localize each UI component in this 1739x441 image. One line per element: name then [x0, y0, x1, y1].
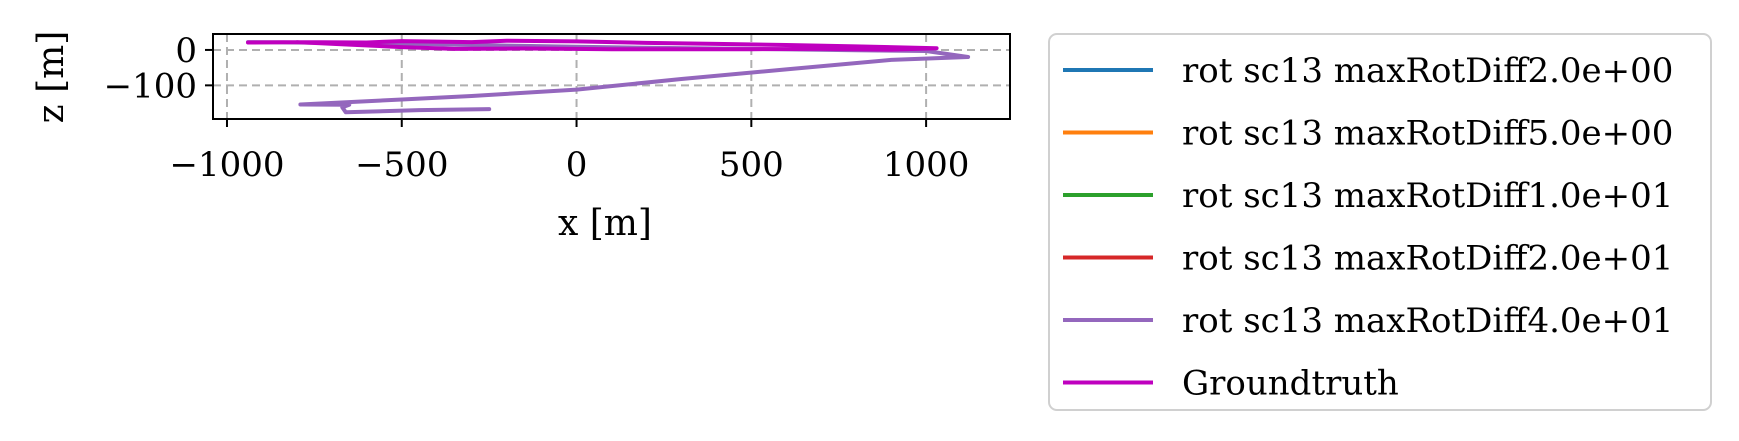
- legend-item: rot sc13 maxRotDiff1.0e+01: [1063, 176, 1673, 216]
- series-line-rot-sc13-maxrotdiff4-0e-01: [246, 40, 971, 115]
- legend: rot sc13 maxRotDiff2.0e+00 rot sc13 maxRo…: [1048, 33, 1712, 411]
- y-axis-label: z [m]: [31, 31, 72, 124]
- x-tick-label: −1000: [169, 145, 284, 185]
- y-tick-label: −100: [104, 66, 197, 106]
- legend-box: [1048, 33, 1712, 411]
- axes-frame: [212, 33, 1011, 120]
- plot-lines: [246, 38, 971, 115]
- x-tick-label: 0: [566, 145, 588, 185]
- x-tick-label: −500: [355, 145, 448, 185]
- legend-label: Groundtruth: [1182, 364, 1399, 404]
- legend-item: Groundtruth: [1063, 364, 1399, 404]
- x-tick-label: 1000: [883, 145, 970, 185]
- legend-label: rot sc13 maxRotDiff1.0e+01: [1182, 176, 1673, 216]
- legend-item: rot sc13 maxRotDiff5.0e+00: [1063, 114, 1673, 154]
- legend-item: rot sc13 maxRotDiff2.0e+01: [1063, 239, 1673, 279]
- y-tick-label: 0: [175, 31, 197, 71]
- series-line-groundtruth: [246, 38, 939, 52]
- legend-label: rot sc13 maxRotDiff5.0e+00: [1182, 114, 1673, 154]
- x-axis-label: x [m]: [558, 203, 652, 244]
- legend-label: rot sc13 maxRotDiff2.0e+01: [1182, 239, 1673, 279]
- legend-item: rot sc13 maxRotDiff4.0e+01: [1063, 301, 1673, 341]
- legend-label: rot sc13 maxRotDiff4.0e+01: [1182, 301, 1673, 341]
- x-tick-label: 500: [719, 145, 784, 185]
- legend-item: rot sc13 maxRotDiff2.0e+00: [1063, 51, 1673, 91]
- legend-label: rot sc13 maxRotDiff2.0e+00: [1182, 51, 1673, 91]
